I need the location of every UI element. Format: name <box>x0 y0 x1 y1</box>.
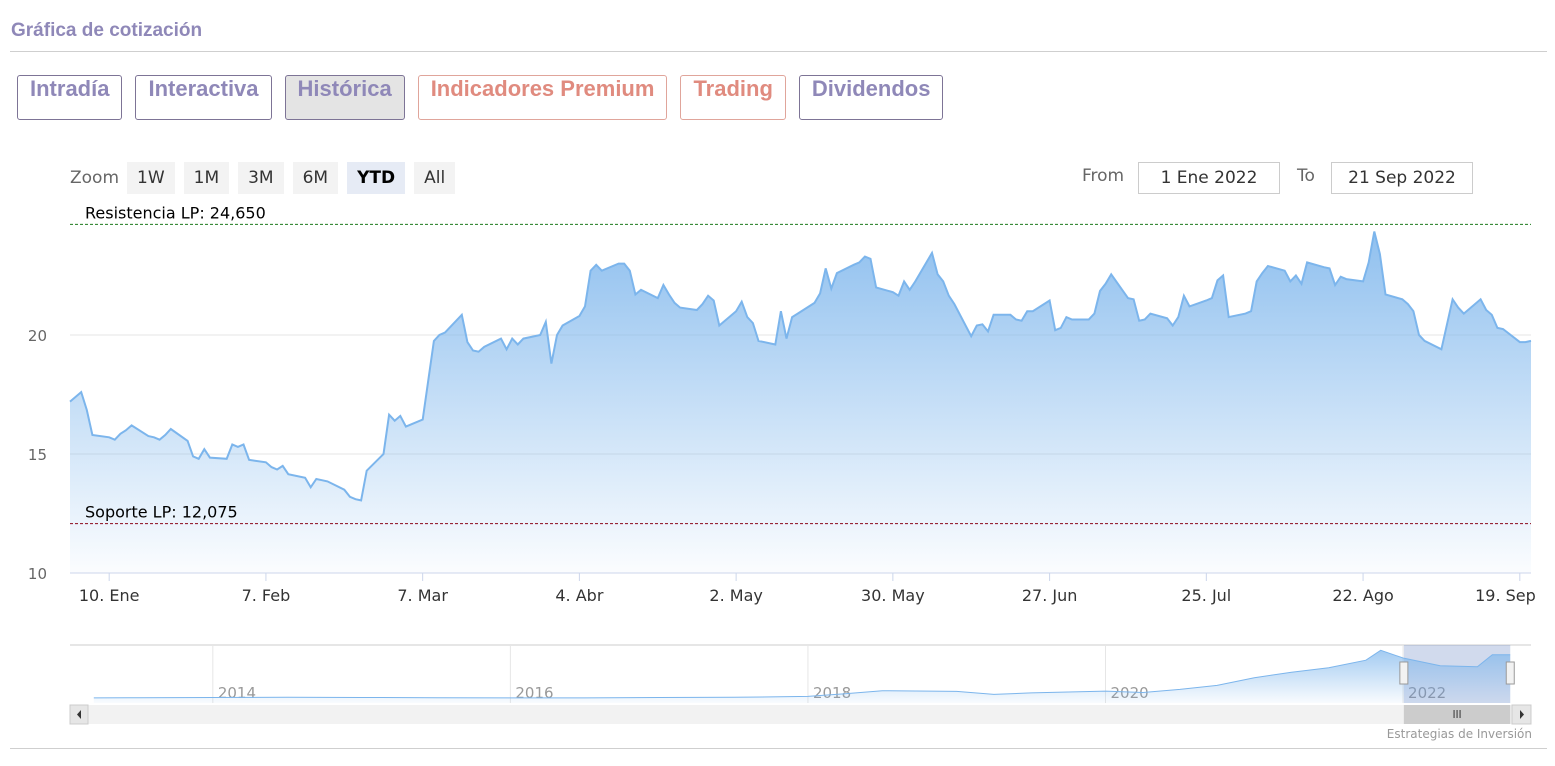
x-tick-label: 10. Ene <box>79 586 140 605</box>
navigator-line <box>93 649 1511 699</box>
divider <box>10 51 1547 52</box>
navigator-handle[interactable] <box>1505 661 1515 685</box>
navigator-handle[interactable] <box>1399 661 1409 685</box>
x-tick-label: 25. Jul <box>1181 586 1231 605</box>
credit: Estrategias de Inversión <box>1386 727 1532 741</box>
to-label: To <box>1297 166 1315 186</box>
arrow <box>77 710 81 719</box>
from-label: From <box>1082 166 1125 186</box>
x-tick-label: 7. Feb <box>242 586 291 605</box>
x-tick-label: 2. May <box>709 586 762 605</box>
x-tick-label: 7. Mar <box>397 586 448 605</box>
zoom-label: Zoom <box>70 168 120 188</box>
tab[interactable]: Interactiva <box>135 75 272 120</box>
zoom-button[interactable]: All <box>414 162 456 194</box>
y-tick-label: 15 <box>28 446 47 464</box>
zoom-button[interactable]: 1M <box>183 162 230 194</box>
x-tick-label: 27. Jun <box>1022 586 1078 605</box>
x-tick-label: 22. Ago <box>1332 586 1393 605</box>
zoom-buttons: 1W 1M 3M 6M YTD All <box>127 162 456 194</box>
scrollbar-track <box>70 705 1531 724</box>
y-tick-label: 20 <box>28 327 47 345</box>
x-tick-label: 30. May <box>861 586 925 605</box>
tab[interactable]: Dividendos <box>798 75 944 120</box>
x-tick-label: 4. Abr <box>555 586 603 605</box>
from-input[interactable]: 1 Ene 2022 <box>1138 162 1280 194</box>
y-tick-label: 10 <box>28 565 47 583</box>
divider <box>10 748 1547 749</box>
x-tick-label: 19. Sep <box>1475 586 1536 605</box>
section-title: Gráfica de cotización <box>11 20 203 41</box>
zoom-button[interactable]: 6M <box>292 162 339 194</box>
area-fill <box>70 231 1531 573</box>
plot-line-label: Resistencia LP: 24,650 <box>85 203 266 222</box>
tab[interactable]: Trading <box>680 75 786 120</box>
zoom-button[interactable]: 1W <box>127 162 175 194</box>
tab[interactable]: Indicadores Premium <box>417 75 668 120</box>
to-input[interactable]: 21 Sep 2022 <box>1331 162 1473 194</box>
tab[interactable]: Intradía <box>17 75 123 120</box>
arrow <box>1520 710 1524 719</box>
zoom-button[interactable]: 3M <box>238 162 284 194</box>
zoom-button[interactable]: YTD <box>347 162 406 194</box>
plot-line-label: Soporte LP: 12,075 <box>85 503 238 522</box>
tab-bar: Intradía Interactiva Histórica Indicadores … <box>17 75 944 120</box>
price-line <box>69 231 1532 502</box>
tab[interactable]: Histórica <box>284 75 405 120</box>
